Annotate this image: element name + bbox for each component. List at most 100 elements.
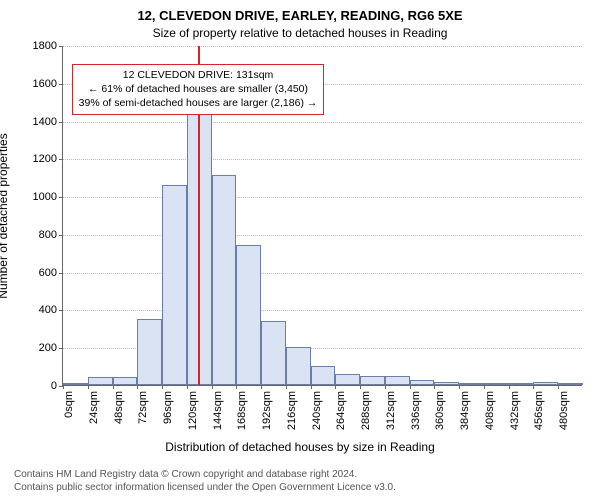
histogram-bar	[360, 376, 385, 385]
gridline	[63, 159, 582, 160]
y-tick-label: 600	[39, 267, 57, 279]
y-tick-mark	[59, 348, 63, 349]
histogram-bar	[63, 383, 88, 385]
histogram-bar	[558, 383, 583, 385]
x-tick-mark	[286, 385, 287, 389]
histogram-bar	[236, 245, 261, 385]
histogram-bar	[113, 377, 138, 386]
y-tick-label: 400	[39, 304, 57, 316]
x-tick-mark	[459, 385, 460, 389]
histogram-bar	[212, 175, 237, 385]
x-tick-mark	[484, 385, 485, 389]
x-tick-mark	[137, 385, 138, 389]
x-tick-mark	[509, 385, 510, 389]
histogram-bar	[261, 321, 286, 385]
y-tick-mark	[59, 122, 63, 123]
y-tick-mark	[59, 235, 63, 236]
x-tick-mark	[63, 385, 64, 389]
y-tick-label: 1600	[33, 78, 57, 90]
y-tick-mark	[59, 84, 63, 85]
x-tick-label: 240sqm	[311, 391, 323, 430]
histogram-bar	[137, 319, 162, 385]
y-tick-label: 800	[39, 229, 57, 241]
y-axis-label: Number of detached properties	[0, 133, 10, 298]
y-tick-mark	[59, 310, 63, 311]
histogram-bar	[434, 382, 459, 385]
x-tick-label: 360sqm	[434, 391, 446, 430]
x-tick-label: 168sqm	[236, 391, 248, 430]
x-tick-label: 72sqm	[137, 391, 149, 424]
x-tick-label: 96sqm	[162, 391, 174, 424]
x-tick-label: 480sqm	[558, 391, 570, 430]
x-tick-label: 192sqm	[261, 391, 273, 430]
x-tick-label: 456sqm	[533, 391, 545, 430]
gridline	[63, 273, 582, 274]
y-tick-mark	[59, 273, 63, 274]
x-tick-mark	[360, 385, 361, 389]
histogram-bar	[311, 366, 336, 385]
x-tick-label: 312sqm	[385, 391, 397, 430]
x-axis-label: Distribution of detached houses by size …	[0, 440, 600, 454]
x-tick-mark	[187, 385, 188, 389]
x-tick-label: 120sqm	[187, 391, 199, 430]
y-tick-label: 0	[51, 380, 57, 392]
x-tick-mark	[385, 385, 386, 389]
x-tick-label: 384sqm	[459, 391, 471, 430]
histogram-bar	[533, 382, 558, 385]
gridline	[63, 46, 582, 47]
footer-attribution: Contains HM Land Registry data © Crown c…	[14, 468, 396, 494]
gridline	[63, 197, 582, 198]
y-tick-label: 1000	[33, 191, 57, 203]
footer-line2: Contains public sector information licen…	[14, 481, 396, 494]
histogram-bar	[509, 383, 534, 385]
x-tick-mark	[434, 385, 435, 389]
x-tick-mark	[236, 385, 237, 389]
histogram-bar	[162, 185, 187, 385]
x-tick-label: 264sqm	[335, 391, 347, 430]
x-tick-label: 24sqm	[88, 391, 100, 424]
x-tick-mark	[88, 385, 89, 389]
x-tick-mark	[410, 385, 411, 389]
histogram-bar	[88, 377, 113, 385]
histogram-bar	[410, 380, 435, 385]
x-tick-mark	[162, 385, 163, 389]
x-tick-label: 216sqm	[286, 391, 298, 430]
y-tick-label: 1800	[33, 40, 57, 52]
gridline	[63, 122, 582, 123]
x-tick-label: 432sqm	[509, 391, 521, 430]
x-tick-label: 336sqm	[410, 391, 422, 430]
chart-title-line2: Size of property relative to detached ho…	[0, 26, 600, 40]
gridline	[63, 310, 582, 311]
x-tick-mark	[558, 385, 559, 389]
histogram-bar	[459, 383, 484, 385]
x-tick-label: 0sqm	[63, 391, 75, 418]
footer-line1: Contains HM Land Registry data © Crown c…	[14, 468, 396, 481]
histogram-bar	[286, 347, 311, 385]
x-tick-mark	[311, 385, 312, 389]
y-tick-mark	[59, 46, 63, 47]
gridline	[63, 235, 582, 236]
y-tick-label: 200	[39, 342, 57, 354]
x-tick-mark	[261, 385, 262, 389]
annotation-line1: 12 CLEVEDON DRIVE: 131sqm	[79, 68, 318, 82]
x-tick-label: 144sqm	[212, 391, 224, 430]
annotation-line2: ← 61% of detached houses are smaller (3,…	[79, 82, 318, 96]
y-tick-mark	[59, 159, 63, 160]
x-tick-label: 408sqm	[484, 391, 496, 430]
y-tick-mark	[59, 197, 63, 198]
x-tick-mark	[335, 385, 336, 389]
x-tick-label: 288sqm	[360, 391, 372, 430]
histogram-bar	[385, 376, 410, 385]
histogram-bar	[335, 374, 360, 385]
x-tick-mark	[212, 385, 213, 389]
chart-title-line1: 12, CLEVEDON DRIVE, EARLEY, READING, RG6…	[0, 8, 600, 23]
x-tick-label: 48sqm	[113, 391, 125, 424]
chart-plot-area: 0200400600800100012001400160018000sqm24s…	[62, 46, 582, 386]
x-tick-mark	[533, 385, 534, 389]
histogram-bar	[484, 383, 509, 385]
annotation-box: 12 CLEVEDON DRIVE: 131sqm← 61% of detach…	[72, 64, 325, 115]
x-tick-mark	[113, 385, 114, 389]
y-tick-label: 1400	[33, 116, 57, 128]
y-tick-label: 1200	[33, 153, 57, 165]
annotation-line3: 39% of semi-detached houses are larger (…	[79, 96, 318, 110]
